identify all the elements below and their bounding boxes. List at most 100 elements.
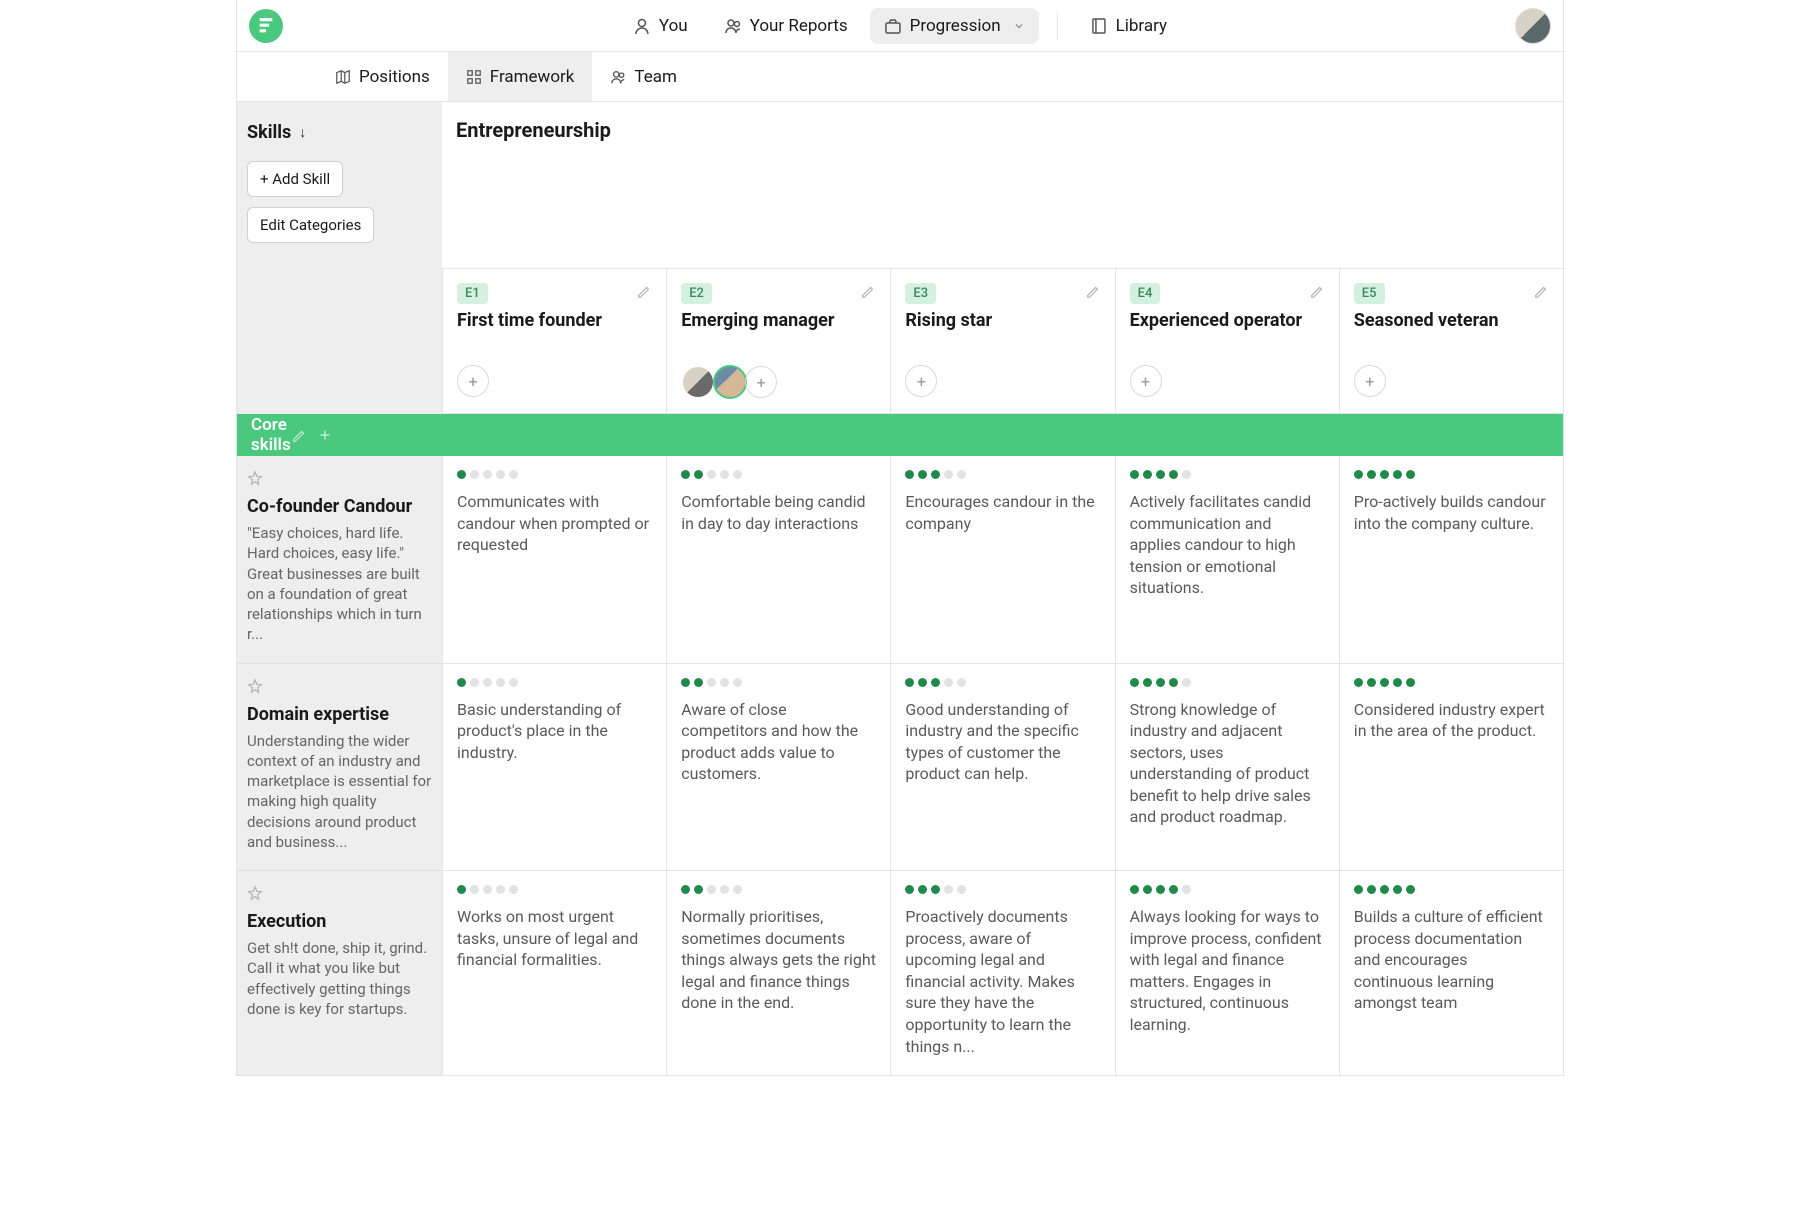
skill-cell-text: Always looking for ways to improve proce… bbox=[1130, 906, 1325, 1036]
level-badge: E4 bbox=[1130, 283, 1161, 304]
subnav-label: Positions bbox=[359, 67, 430, 87]
skill-cell[interactable]: Normally prioritises, sometimes document… bbox=[666, 871, 890, 1076]
level-dot bbox=[720, 678, 729, 687]
level-dot bbox=[681, 470, 690, 479]
skill-cell[interactable]: Communicates with candour when prompted … bbox=[442, 456, 666, 664]
level-dot bbox=[944, 885, 953, 894]
level-header-e1: E1 First time founder + bbox=[442, 269, 666, 414]
level-name: First time founder bbox=[457, 310, 652, 331]
level-header-e4: E4 Experienced operator + bbox=[1115, 269, 1339, 414]
nav-item-library[interactable]: Library bbox=[1076, 8, 1181, 44]
skill-cell-text: Pro-actively builds candour into the com… bbox=[1354, 491, 1549, 534]
level-dot bbox=[733, 885, 742, 894]
skill-cell[interactable]: Encourages candour in the company bbox=[890, 456, 1114, 664]
pencil-icon[interactable] bbox=[1309, 283, 1325, 299]
add-person-button[interactable]: + bbox=[457, 365, 489, 397]
pencil-icon[interactable] bbox=[636, 283, 652, 299]
star-icon[interactable] bbox=[247, 885, 263, 901]
skill-cell[interactable]: Works on most urgent tasks, unsure of le… bbox=[442, 871, 666, 1076]
edit-categories-button[interactable]: Edit Categories bbox=[247, 207, 374, 243]
level-name: Experienced operator bbox=[1130, 310, 1325, 331]
level-dot bbox=[457, 678, 466, 687]
level-dot bbox=[470, 885, 479, 894]
skills-heading[interactable]: Skills ↓ bbox=[247, 122, 432, 143]
user-avatar[interactable] bbox=[1515, 8, 1551, 44]
chevron-down-icon bbox=[1013, 20, 1025, 32]
level-badge: E3 bbox=[905, 283, 936, 304]
level-dot bbox=[1393, 678, 1402, 687]
level-name: Seasoned veteran bbox=[1354, 310, 1549, 331]
level-dot bbox=[483, 470, 492, 479]
level-dot bbox=[1380, 678, 1389, 687]
skill-cell-text: Normally prioritises, sometimes document… bbox=[681, 906, 876, 1014]
skills-heading-label: Skills bbox=[247, 122, 291, 143]
skill-cell[interactable]: Builds a culture of efficient process do… bbox=[1339, 871, 1563, 1076]
pencil-icon[interactable] bbox=[860, 283, 876, 299]
level-dot bbox=[905, 678, 914, 687]
skills-sidebar-header: Skills ↓ + Add Skill Edit Categories bbox=[237, 102, 442, 269]
plus-icon[interactable] bbox=[317, 427, 333, 443]
skill-cell-text: Encourages candour in the company bbox=[905, 491, 1100, 534]
skill-name: Co-founder Candour bbox=[247, 496, 432, 517]
skill-cell[interactable]: Considered industry expert in the area o… bbox=[1339, 664, 1563, 872]
star-icon[interactable] bbox=[247, 470, 263, 486]
level-people: + bbox=[1130, 365, 1325, 397]
level-dot bbox=[931, 470, 940, 479]
level-dot bbox=[1156, 470, 1165, 479]
skill-description: "Easy choices, hard life. Hard choices, … bbox=[247, 523, 432, 645]
level-dot bbox=[1393, 885, 1402, 894]
level-dot bbox=[733, 470, 742, 479]
skill-name: Domain expertise bbox=[247, 704, 432, 725]
skill-cell[interactable]: Proactively documents process, aware of … bbox=[890, 871, 1114, 1076]
add-skill-button[interactable]: + Add Skill bbox=[247, 161, 343, 197]
skill-cell-text: Strong knowledge of industry and adjacen… bbox=[1130, 699, 1325, 829]
skill-description: Understanding the wider context of an in… bbox=[247, 731, 432, 853]
nav-item-progression[interactable]: Progression bbox=[870, 8, 1039, 44]
level-dot bbox=[720, 885, 729, 894]
subnav-item-framework[interactable]: Framework bbox=[448, 52, 593, 101]
level-people: + bbox=[457, 365, 652, 397]
nav-item-you[interactable]: You bbox=[619, 8, 702, 44]
add-person-button[interactable]: + bbox=[1130, 365, 1162, 397]
level-dot bbox=[707, 678, 716, 687]
level-dot bbox=[1169, 885, 1178, 894]
subnav-item-positions[interactable]: Positions bbox=[317, 52, 448, 101]
pencil-icon[interactable] bbox=[1085, 283, 1101, 299]
skill-sidebar: Execution Get sh!t done, ship it, grind.… bbox=[237, 871, 442, 1076]
level-dots bbox=[1130, 678, 1325, 687]
level-dot bbox=[1182, 678, 1191, 687]
skill-cell[interactable]: Strong knowledge of industry and adjacen… bbox=[1115, 664, 1339, 872]
level-dot bbox=[957, 678, 966, 687]
add-person-button[interactable]: + bbox=[1354, 365, 1386, 397]
nav-label: Library bbox=[1116, 16, 1167, 36]
skill-cell[interactable]: Comfortable being candid in day to day i… bbox=[666, 456, 890, 664]
star-icon[interactable] bbox=[247, 678, 263, 694]
skill-cell[interactable]: Actively facilitates candid communicatio… bbox=[1115, 456, 1339, 664]
nav-divider bbox=[1057, 12, 1058, 40]
skill-cell[interactable]: Always looking for ways to improve proce… bbox=[1115, 871, 1339, 1076]
subnav-label: Framework bbox=[490, 67, 575, 87]
subnav-label: Team bbox=[634, 67, 677, 87]
pencil-icon[interactable] bbox=[1533, 283, 1549, 299]
level-dot bbox=[1367, 885, 1376, 894]
skill-cell[interactable]: Basic understanding of product's place i… bbox=[442, 664, 666, 872]
level-dot bbox=[944, 470, 953, 479]
subnav-item-team[interactable]: Team bbox=[592, 52, 695, 101]
skill-cell[interactable]: Pro-actively builds candour into the com… bbox=[1339, 456, 1563, 664]
level-dots bbox=[457, 885, 652, 894]
app-logo[interactable] bbox=[249, 9, 283, 43]
level-dot bbox=[509, 678, 518, 687]
skill-sidebar: Domain expertise Understanding the wider… bbox=[237, 664, 442, 872]
level-dot bbox=[905, 885, 914, 894]
person-avatar[interactable] bbox=[713, 365, 747, 399]
add-person-button[interactable]: + bbox=[745, 366, 777, 398]
skill-cell[interactable]: Aware of close competitors and how the p… bbox=[666, 664, 890, 872]
skill-cell[interactable]: Good understanding of industry and the s… bbox=[890, 664, 1114, 872]
skill-description: Get sh!t done, ship it, grind. Call it w… bbox=[247, 938, 432, 1019]
person-avatar[interactable] bbox=[681, 365, 715, 399]
nav-item-your-reports[interactable]: Your Reports bbox=[710, 8, 862, 44]
level-dot bbox=[733, 678, 742, 687]
level-dot bbox=[1354, 470, 1363, 479]
pencil-icon[interactable] bbox=[291, 427, 307, 443]
add-person-button[interactable]: + bbox=[905, 365, 937, 397]
